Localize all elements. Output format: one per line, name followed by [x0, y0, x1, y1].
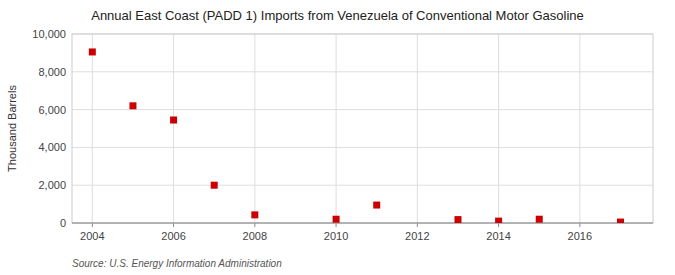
- point: [170, 116, 177, 123]
- y-tick-label: 4,000: [38, 141, 66, 153]
- x-tick: [254, 223, 255, 227]
- point: [251, 211, 258, 218]
- chart-container: Annual East Coast (PADD 1) Imports from …: [0, 0, 675, 275]
- x-tick-label: 2016: [568, 230, 592, 242]
- x-tick: [336, 223, 337, 227]
- x-grid-line: [579, 34, 580, 223]
- point: [454, 216, 461, 223]
- x-grid-line: [417, 34, 418, 223]
- y-tick-label: 2,000: [38, 179, 66, 191]
- point: [536, 216, 543, 223]
- x-tick: [579, 223, 580, 227]
- x-tick-label: 2012: [405, 230, 429, 242]
- y-tick-label: 6,000: [38, 104, 66, 116]
- x-tick-label: 2014: [486, 230, 510, 242]
- x-tick-label: 2004: [80, 230, 104, 242]
- y-grid-line: [72, 185, 653, 186]
- x-tick-label: 2010: [324, 230, 348, 242]
- point: [617, 219, 624, 223]
- grid: [72, 34, 653, 223]
- x-grid-line: [336, 34, 337, 223]
- point: [89, 48, 96, 55]
- title: Annual East Coast (PADD 1) Imports from …: [91, 8, 584, 23]
- point: [495, 218, 502, 223]
- y-tick-label: 0: [60, 217, 66, 229]
- y-grid-line: [72, 147, 653, 148]
- y-axis-label: Thousand Barrels: [6, 85, 18, 172]
- x-grid-line: [498, 34, 499, 223]
- x-grid-line: [92, 34, 93, 223]
- x-grid-line: [173, 34, 174, 223]
- plot-frame: [72, 34, 653, 223]
- y-grid-line: [72, 223, 653, 224]
- y-grid-line: [72, 71, 653, 72]
- y-grid-line: [72, 109, 653, 110]
- x-tick-label: 2008: [243, 230, 267, 242]
- point: [333, 216, 340, 223]
- x-tick: [92, 223, 93, 227]
- source-note: Source: U.S. Energy Information Administ…: [72, 258, 282, 269]
- x-tick: [417, 223, 418, 227]
- x-axis-line: [72, 223, 653, 224]
- x-tick-label: 2006: [161, 230, 185, 242]
- point: [129, 102, 136, 109]
- point: [373, 202, 380, 209]
- y-tick-label: 8,000: [38, 66, 66, 78]
- y-tick-label: 10,000: [32, 28, 66, 40]
- chart-svg: Annual East Coast (PADD 1) Imports from …: [0, 0, 675, 275]
- point: [211, 182, 218, 189]
- x-tick: [498, 223, 499, 227]
- points: [89, 48, 624, 223]
- x-grid-line: [254, 34, 255, 223]
- x-tick: [173, 223, 174, 227]
